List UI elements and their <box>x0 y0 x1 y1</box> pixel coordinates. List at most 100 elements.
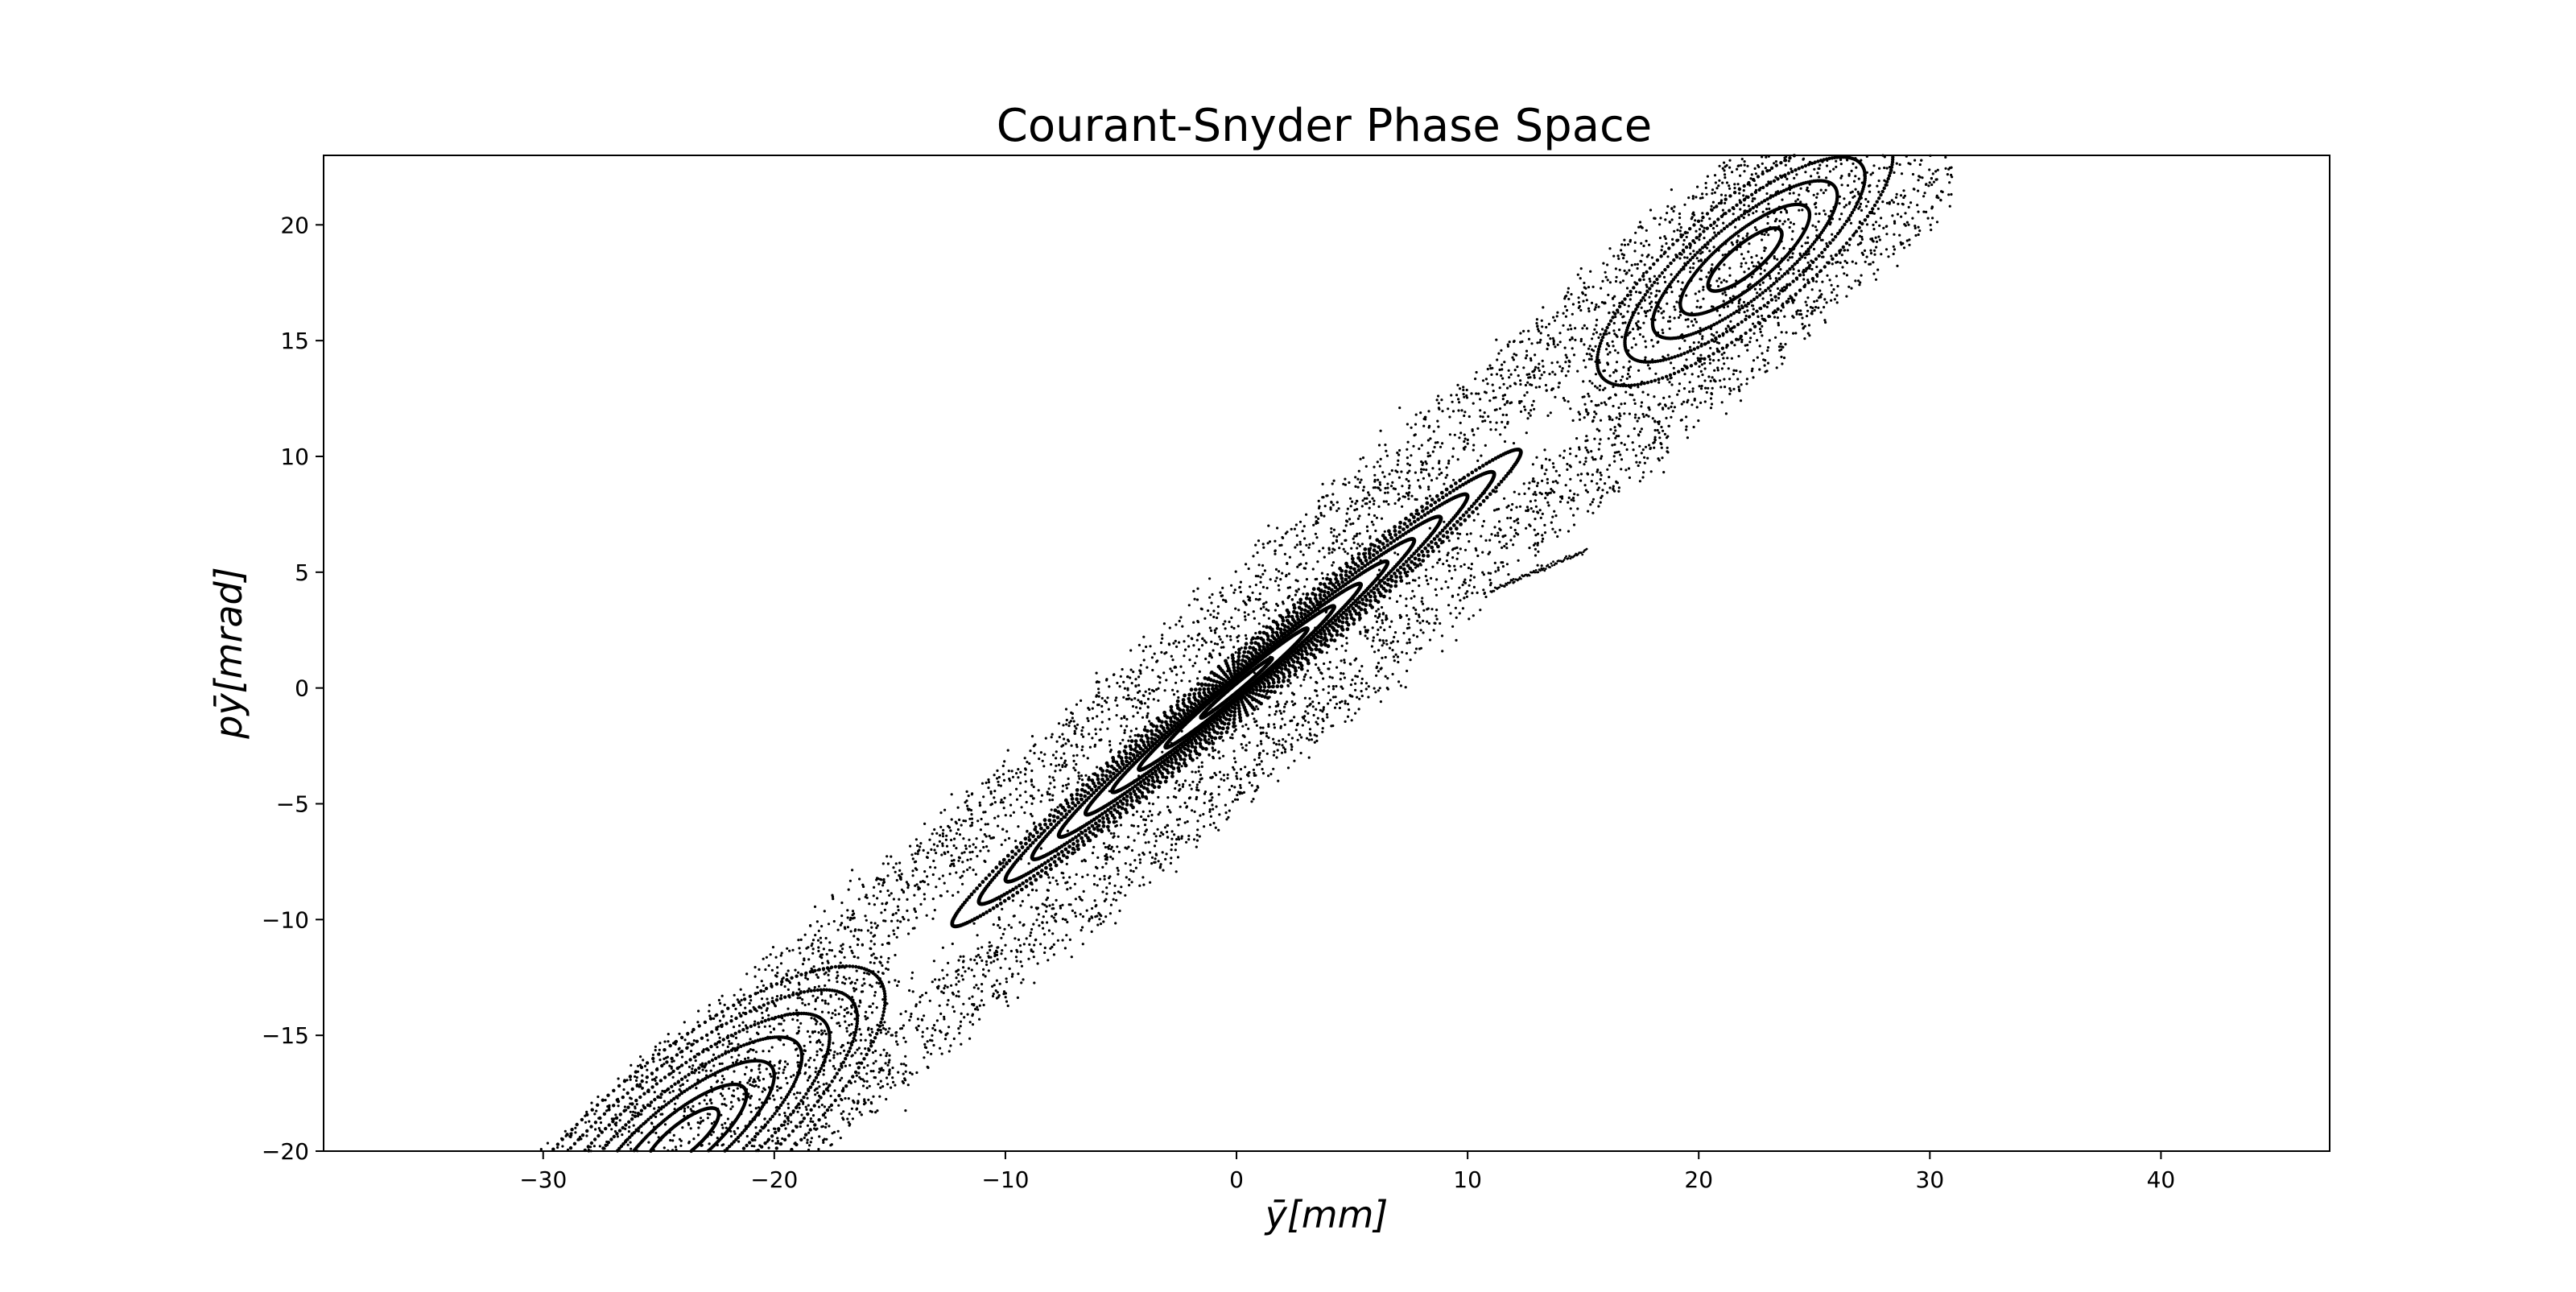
scatter-point <box>1133 756 1137 761</box>
scatter-point <box>1728 208 1732 213</box>
scatter-point <box>1311 705 1315 708</box>
scatter-point <box>1128 744 1133 749</box>
scatter-point <box>703 1099 706 1102</box>
scatter-point <box>1558 500 1563 503</box>
scatter-point <box>1798 288 1802 292</box>
scatter-point <box>1833 185 1837 189</box>
scatter-point <box>865 1052 869 1057</box>
scatter-point <box>638 1095 642 1100</box>
scatter-point <box>896 1042 899 1046</box>
scatter-point <box>1220 681 1225 686</box>
scatter-point <box>1364 610 1368 615</box>
scatter-point <box>1453 481 1458 485</box>
scatter-point <box>1134 742 1138 747</box>
scatter-point <box>1125 717 1129 721</box>
scatter-point <box>1576 493 1579 497</box>
scatter-point <box>1307 639 1311 643</box>
scatter-point <box>1001 949 1004 952</box>
scatter-point <box>1080 733 1084 737</box>
scatter-point <box>835 1071 840 1075</box>
scatter-point <box>1055 815 1060 819</box>
scatter-point <box>783 995 787 999</box>
scatter-point <box>1562 312 1565 315</box>
scatter-point <box>1806 279 1810 282</box>
scatter-point <box>1146 797 1149 800</box>
scatter-point <box>1154 733 1158 737</box>
scatter-point <box>1038 823 1042 827</box>
scatter-point <box>739 988 742 991</box>
scatter-point <box>1283 663 1287 668</box>
scatter-point <box>1319 596 1323 601</box>
scatter-point <box>1724 197 1728 201</box>
scatter-point <box>957 990 960 993</box>
scatter-point <box>670 1056 674 1061</box>
scatter-point <box>1166 725 1170 730</box>
scatter-point <box>710 1058 715 1063</box>
scatter-point <box>628 1075 633 1079</box>
scatter-point <box>721 1038 725 1042</box>
scatter-point <box>1381 533 1385 538</box>
scatter-point <box>1102 780 1107 784</box>
scatter-point <box>1792 192 1795 195</box>
scatter-point <box>612 1088 616 1093</box>
scatter-point <box>1673 316 1676 320</box>
scatter-point <box>1024 884 1029 889</box>
scatter-point <box>1268 642 1273 647</box>
scatter-point <box>1630 263 1633 266</box>
scatter-point <box>1294 668 1298 673</box>
scatter-point <box>1144 733 1149 738</box>
scatter-point <box>1254 687 1259 692</box>
scatter-point <box>1608 281 1612 284</box>
scatter-point <box>1663 267 1667 272</box>
scatter-point <box>1845 295 1848 298</box>
scatter-point <box>1146 743 1151 747</box>
scatter-point <box>1699 332 1702 336</box>
scatter-point <box>1366 637 1369 640</box>
scatter-point <box>851 869 854 872</box>
scatter-point <box>873 1036 877 1040</box>
scatter-point <box>815 988 820 993</box>
scatter-point <box>1298 601 1303 605</box>
scatter-point <box>1323 555 1326 559</box>
scatter-point <box>753 1134 758 1139</box>
scatter-point <box>1831 217 1835 221</box>
scatter-point <box>1005 853 1010 858</box>
scatter-point <box>1664 374 1669 378</box>
scatter-point <box>1108 806 1113 810</box>
scatter-point <box>862 1057 866 1061</box>
scatter-point <box>1154 724 1159 729</box>
scatter-point <box>1051 814 1056 819</box>
scatter-point <box>589 1125 593 1129</box>
scatter-point <box>1372 548 1377 552</box>
scatter-point <box>1476 459 1480 463</box>
scatter-point <box>880 1017 885 1021</box>
scatter-point <box>1181 708 1186 713</box>
scatter-point <box>1232 626 1236 630</box>
scatter-point <box>1292 603 1296 607</box>
scatter-point <box>1389 541 1393 545</box>
scatter-point <box>955 847 958 850</box>
scatter-point <box>987 873 992 877</box>
scatter-point <box>1044 865 1048 870</box>
scatter-point <box>1346 703 1350 706</box>
scatter-point <box>1779 161 1783 165</box>
scatter-point <box>1348 570 1352 575</box>
scatter-point <box>1882 186 1886 190</box>
scatter-point <box>797 971 800 974</box>
scatter-point <box>1378 687 1381 690</box>
scatter-point <box>1188 709 1193 713</box>
scatter-point <box>1402 562 1406 567</box>
scatter-point <box>1109 810 1113 814</box>
scatter-point <box>1594 385 1597 388</box>
scatter-point <box>869 1044 873 1048</box>
scatter-point <box>1307 661 1311 666</box>
scatter-point <box>1071 716 1074 720</box>
scatter-point <box>1334 576 1338 581</box>
scatter-point <box>1439 515 1443 520</box>
scatter-point <box>763 1018 767 1023</box>
scatter-point <box>617 1084 621 1088</box>
scatter-point <box>1295 614 1299 619</box>
scatter-point <box>1104 862 1108 865</box>
scatter-point <box>675 1053 679 1057</box>
scatter-point <box>1834 253 1839 257</box>
